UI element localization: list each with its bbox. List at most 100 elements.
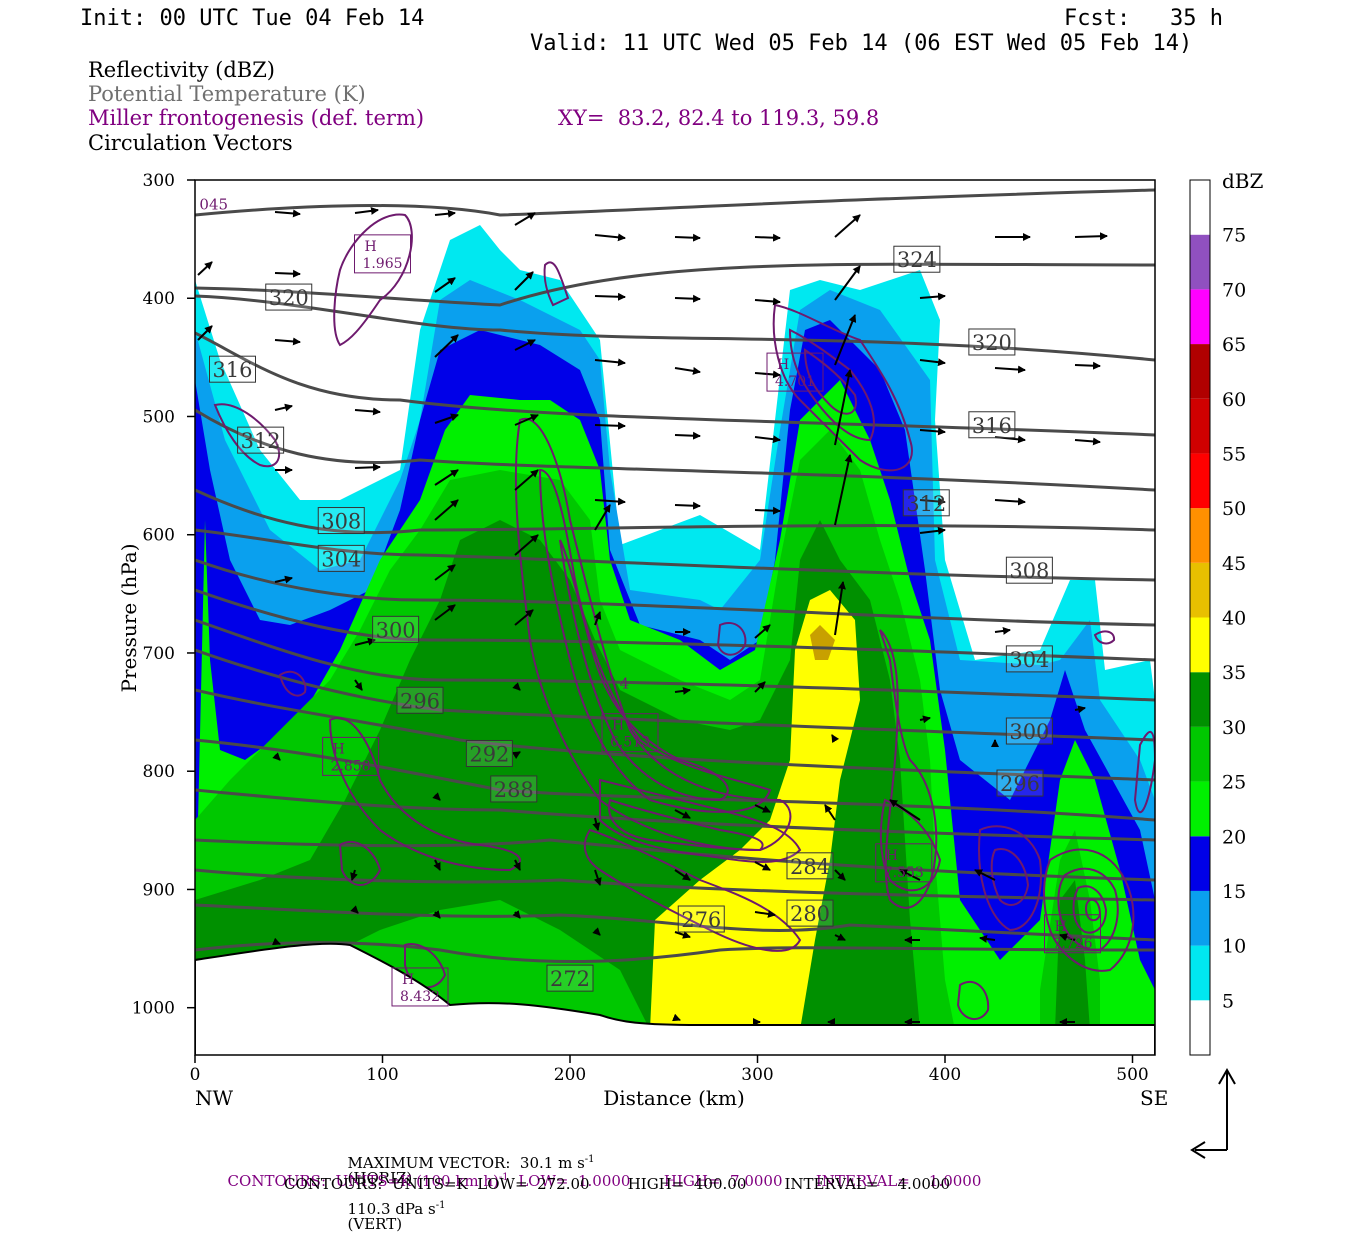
colorbar-level-label: 65	[1222, 334, 1246, 356]
theta-label: 316	[972, 414, 1012, 438]
fronto-max-box	[322, 736, 380, 776]
colorbar-segment	[1190, 180, 1210, 235]
fronto-max-marker: H	[1055, 919, 1067, 935]
fronto-contours-range: LOW= 1.0000 HIGH= 7.0000 INTERVAL= 1.000…	[508, 1172, 982, 1190]
colorbar-level-label: 50	[1222, 498, 1246, 520]
valid-time: Valid: 11 UTC Wed 05 Feb 14 (06 EST Wed …	[530, 31, 1193, 56]
plot-frame	[194, 179, 1156, 1056]
fronto-label-fragment: 045	[199, 196, 228, 214]
fronto-max-marker: H	[365, 239, 377, 255]
colorbar-level-label: 55	[1222, 443, 1246, 465]
theta-label: 296	[1000, 772, 1040, 796]
reflectivity-30dbz	[195, 520, 1090, 1030]
theta-label: 320	[972, 331, 1012, 355]
fronto-max-box	[391, 967, 449, 1007]
x-tick-label: 0	[190, 1065, 201, 1085]
y-axis: 300 400 500 600 700 800 900 1000	[132, 171, 195, 1019]
theta-label: 316	[212, 358, 252, 382]
fronto-max-box	[875, 843, 933, 883]
colorbar-segment	[1190, 726, 1210, 782]
cross-section-chart: 3243203203163163123123083083043043003002…	[117, 169, 1264, 1159]
colorbar-level-label: 35	[1222, 662, 1246, 684]
max-vector-vert-unit: (VERT)	[347, 1215, 403, 1233]
theta-label: 288	[494, 778, 534, 802]
fronto-max-box	[601, 713, 659, 753]
colorbar-level-label: 10	[1222, 936, 1246, 958]
theta-label: 320	[269, 286, 309, 310]
fronto-max-value: 6.513	[610, 735, 650, 751]
circulation-vectors	[197, 206, 1108, 1026]
fronto-label-fragment: 4	[620, 675, 630, 693]
colorbar-segment	[1190, 508, 1210, 563]
theta-label-box	[317, 507, 365, 535]
theta-label-box	[209, 355, 256, 383]
theta-label: 308	[321, 510, 361, 534]
colorbar-level-label: 75	[1222, 225, 1246, 247]
theta-label-box	[237, 426, 285, 454]
theta-label: 284	[790, 855, 830, 879]
reference-vector-arrows	[1190, 1067, 1236, 1159]
theta-label-box	[372, 615, 420, 643]
init-time: Init: 00 UTC Tue 04 Feb 14	[80, 6, 425, 31]
theta-label-box	[968, 411, 1016, 439]
theta-label-box	[317, 544, 365, 572]
y-tick-label: 1000	[132, 999, 175, 1019]
fronto-max-marker: H	[886, 848, 898, 864]
legend-frontogenesis: Miller frontogenesis (def. term)	[88, 106, 425, 130]
y-tick-label: 300	[143, 171, 175, 191]
max-vector-horiz: MAXIMUM VECTOR: 30.1 m s	[347, 1154, 585, 1172]
x-axis: 0 100 200 300 400 500	[190, 1055, 1149, 1085]
colorbar-level-label: 60	[1222, 389, 1246, 411]
legend-xy-coordinates: XY= 83.2, 82.4 to 119.3, 59.8	[558, 106, 880, 130]
theta-label-box	[677, 905, 725, 933]
theta-label: 292	[469, 742, 509, 766]
theta-label-box	[490, 775, 538, 803]
y-tick-label: 600	[143, 526, 175, 546]
theta-label-box	[1005, 556, 1053, 584]
colorbar-segment	[1190, 562, 1210, 618]
footer-theta-contours: CONTOURS: UNITS=K LOW= 272.00 HIGH= 400.…	[284, 1175, 950, 1193]
colorbar-segment	[1190, 781, 1210, 837]
theta-label-box	[968, 328, 1016, 356]
y-tick-label: 700	[143, 644, 175, 664]
theta-label-layer: 324 320 320 316 316 312 312 308 308 304 304 300 300 2…	[209, 245, 1053, 992]
theta-label-box	[265, 283, 313, 311]
colorbar-level-label: 40	[1222, 608, 1246, 630]
fronto-max-box	[354, 234, 411, 274]
x-end-label-nw: NW	[195, 1086, 234, 1110]
fronto-max-marker: H	[777, 357, 789, 373]
legend-potential-temperature: Potential Temperature (K)	[88, 82, 366, 106]
theta-label: 280	[790, 902, 830, 926]
y-tick-label: 400	[143, 289, 175, 309]
terrain-surface	[195, 942, 1155, 1055]
colorbar-segment	[1190, 672, 1210, 727]
colorbar-frame	[1189, 179, 1211, 1056]
forecast-hour: Fcst: 35 h	[1064, 6, 1223, 31]
x-tick-label: 500	[1116, 1065, 1148, 1085]
reflectivity-40dbz	[810, 625, 835, 660]
colorbar-segment	[1190, 945, 1210, 1001]
legend-circulation-vectors: Circulation Vectors	[88, 131, 293, 155]
colorbar-level-label: 70	[1222, 279, 1246, 301]
colorbar-segment	[1190, 836, 1210, 891]
colorbar-unit: dBZ	[1222, 169, 1264, 193]
theta-label: 324	[897, 248, 937, 272]
colorbar-segment	[1190, 1000, 1210, 1055]
colorbar-segment	[1190, 289, 1210, 345]
fronto-max-value: 7.553	[884, 865, 924, 881]
theta-label: 300	[376, 618, 416, 642]
theta-label-box	[996, 769, 1044, 797]
max-vector-horiz-unit: (HORIZ)	[347, 1169, 413, 1187]
fronto-max-box	[766, 352, 824, 392]
legend-reflectivity: Reflectivity (dBZ)	[88, 58, 276, 82]
fronto-max-box	[1044, 914, 1101, 954]
fronto-max-value: 1.965	[362, 256, 402, 272]
fronto-contours-units: CONTOURS: UNITS=K (100 km h)	[227, 1172, 499, 1190]
y-axis-label: Pressure (hPa)	[117, 544, 141, 693]
theta-label-box	[396, 686, 444, 714]
footer-frontogenesis-contours: CONTOURS: UNITS=K (100 km h)-1 LOW= 1.00…	[227, 1172, 982, 1190]
theta-label-box	[786, 899, 834, 927]
frontogenesis-maxima-layer: H1.965H4.701H2.858H6.513H7.553H7.726H8.4…	[199, 196, 1101, 1007]
theta-label: 312	[906, 492, 946, 516]
y-tick-label: 900	[143, 880, 175, 900]
